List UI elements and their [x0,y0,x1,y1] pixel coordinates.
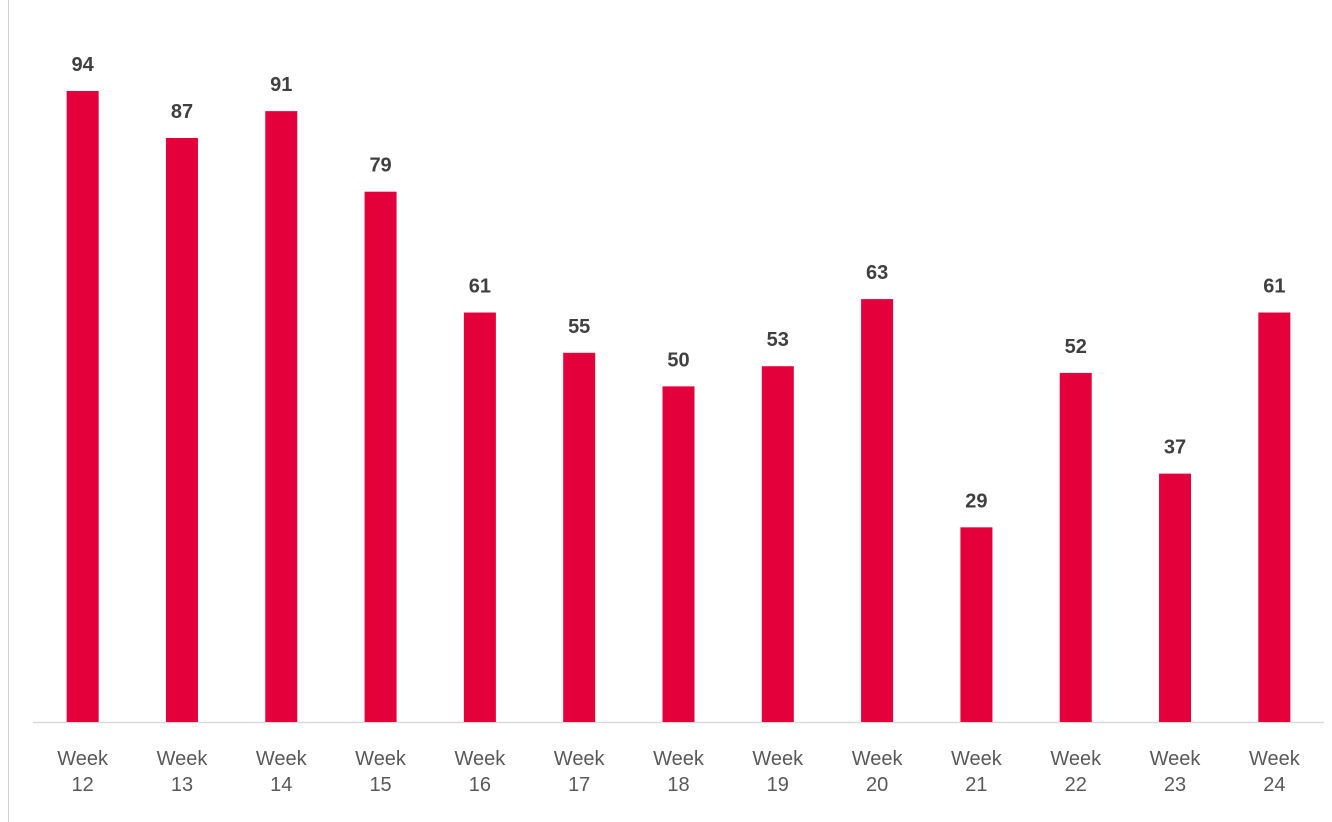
x-tick-label: Week 23 [1149,748,1201,796]
bar [1258,312,1291,722]
data-label: 87 [171,101,193,123]
x-tick-label: Week 19 [752,748,804,796]
data-label: 52 [1065,336,1087,358]
x-tick-label: Week 15 [355,748,406,796]
data-label: 61 [1263,276,1285,298]
data-label: 55 [568,316,590,338]
x-tick-label: Week 16 [454,748,506,796]
data-label: 94 [72,54,95,76]
bar [265,111,298,722]
bar [463,312,496,722]
x-tick-label: Week 14 [255,748,307,796]
bar [662,386,695,722]
bar [1159,473,1192,722]
data-label: 63 [866,262,888,284]
x-tick-label: Week 18 [653,748,704,796]
data-label: 29 [965,490,987,512]
data-label: 50 [667,349,689,371]
x-tick-label: Week 13 [156,748,208,796]
data-label: 91 [270,74,292,96]
x-tick-label: Week 12 [57,748,109,796]
x-tick-label: Week 21 [951,748,1002,796]
x-tick-label: Week 22 [1050,748,1102,796]
bar [563,352,596,722]
bar [861,299,894,722]
bar [66,91,99,722]
data-label: 61 [469,276,491,298]
x-tick-label: Week 24 [1248,748,1300,796]
data-label: 79 [369,155,391,177]
bar [761,366,794,722]
bar [364,191,397,723]
bar [960,527,993,722]
data-label: 37 [1164,437,1186,459]
x-tick-label: Week 17 [553,748,605,796]
x-tick-label: Week 20 [851,748,903,796]
bar [1059,372,1092,722]
data-label: 53 [767,329,789,351]
bar [165,137,198,722]
